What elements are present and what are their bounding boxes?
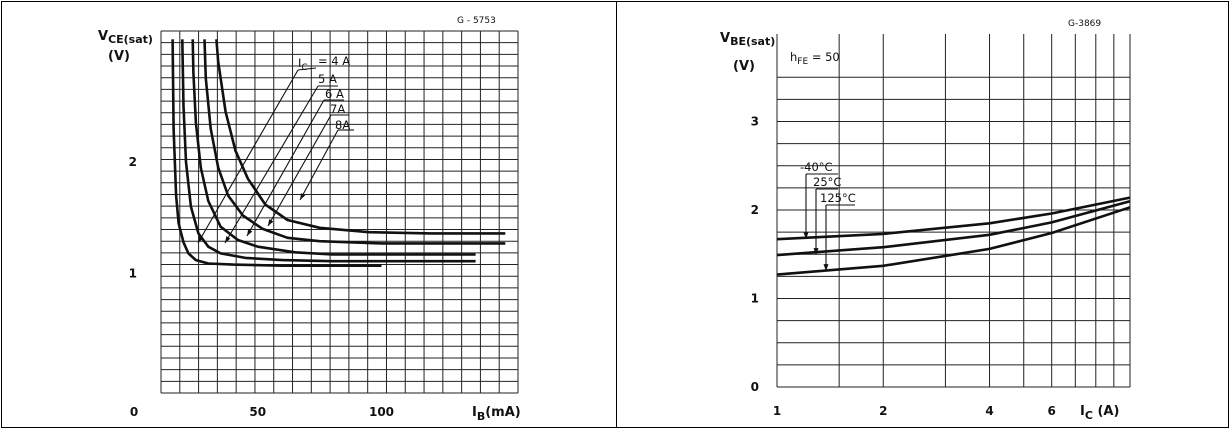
vbe-y-tick-label: 1 xyxy=(751,292,759,306)
vbe-y-tick-label: 0 xyxy=(751,380,759,394)
vce-x-tick-label: 100 xyxy=(369,405,394,419)
vbe-condition-label: hFE = 50 xyxy=(790,50,840,67)
vce-code-label: G - 5753 xyxy=(457,16,496,26)
vce-x-axis-label: IB(mA) xyxy=(472,405,521,423)
vce-leader-arrowhead xyxy=(225,236,231,243)
vce-curves xyxy=(171,39,506,267)
vbe-y-tick-label: 2 xyxy=(751,203,759,217)
vce-tick-labels: 0 50 100 1 2 xyxy=(129,155,394,419)
vbe-leader-arrowhead xyxy=(823,264,829,272)
vce-leader-line xyxy=(246,99,325,237)
vce-annotation-ic: IC xyxy=(298,56,308,73)
vbe-y-axis-unit: (V) xyxy=(733,59,755,74)
vce-leader-line xyxy=(197,69,299,244)
vce-curve-5a xyxy=(181,39,476,263)
vbe-leader-lines xyxy=(803,173,855,272)
vce-y-axis-unit: (V) xyxy=(108,49,130,64)
vce-annotation-5a: 5 A xyxy=(318,72,337,86)
vbe-code-label: G-3869 xyxy=(1068,19,1101,29)
vbe-leader-arrowhead xyxy=(813,248,819,256)
vbe-curve-125c xyxy=(776,206,1131,276)
vce-leader-underline xyxy=(297,67,317,71)
vce-y-tick-label: 1 xyxy=(129,267,137,281)
vce-grid xyxy=(160,30,519,394)
vbe-y-axis-label: VBE(sat) xyxy=(720,31,775,48)
vbe-x-tick-label: 6 xyxy=(1048,404,1056,418)
vce-annotation-7a: 7A xyxy=(330,102,345,116)
vce-leader-line xyxy=(267,114,332,227)
vbe-curves xyxy=(776,196,1131,276)
vce-y-tick-label: 2 xyxy=(129,155,137,169)
vce-x-tick-label: 0 xyxy=(130,405,138,419)
vce-y-axis-label: VCE(sat) xyxy=(98,29,153,46)
vce-x-axis-label-unit: (mA) xyxy=(485,405,521,420)
vce-leader-arrowhead xyxy=(268,219,274,226)
vce-curve-4a xyxy=(171,39,382,267)
vce-annotation-6a: 6 A xyxy=(325,87,344,101)
vce-leader-line xyxy=(224,85,319,244)
vce-leader-arrowhead xyxy=(198,236,204,243)
vce-annotation-4a: = 4 A xyxy=(318,54,350,68)
vbe-curve-minus40c xyxy=(776,196,1131,241)
vbe-leader-arrowhead xyxy=(803,232,809,240)
panel-divider xyxy=(616,1,617,428)
vbe-x-tick-label: 4 xyxy=(985,404,993,418)
vce-x-tick-label: 50 xyxy=(249,405,266,419)
vce-curve-6a xyxy=(191,39,476,256)
vbe-series-label-125: 125°C xyxy=(820,191,856,205)
vce-x-axis-label-sub: B xyxy=(477,410,485,423)
vbe-y-tick-label: 3 xyxy=(751,115,759,129)
vbe-grid xyxy=(776,34,1131,388)
vbe-x-axis-label: IC (A) xyxy=(1080,404,1119,422)
vbe-x-tick-label: 2 xyxy=(879,404,887,418)
vce-curve-7a xyxy=(203,39,506,245)
vce-annotation-8a: 8A xyxy=(335,118,350,132)
vbe-series-label-minus40: -40°C xyxy=(800,160,833,174)
vce-leader-line xyxy=(299,129,339,201)
vbe-curve-25c xyxy=(776,199,1131,257)
vce-leader-arrowhead xyxy=(247,229,253,236)
vce-y-axis-label-sub: CE(sat) xyxy=(108,33,153,46)
vbe-series-label-25: 25°C xyxy=(813,175,841,189)
vce-x-axis-label-main: I xyxy=(472,405,477,420)
vce-leader-lines xyxy=(197,67,354,244)
vce-y-axis-label-main: V xyxy=(98,29,108,44)
vbe-x-tick-label: 1 xyxy=(773,404,781,418)
vce-leader-arrowhead xyxy=(300,193,306,200)
vbe-y-axis-label-sub: BE(sat) xyxy=(730,35,775,48)
